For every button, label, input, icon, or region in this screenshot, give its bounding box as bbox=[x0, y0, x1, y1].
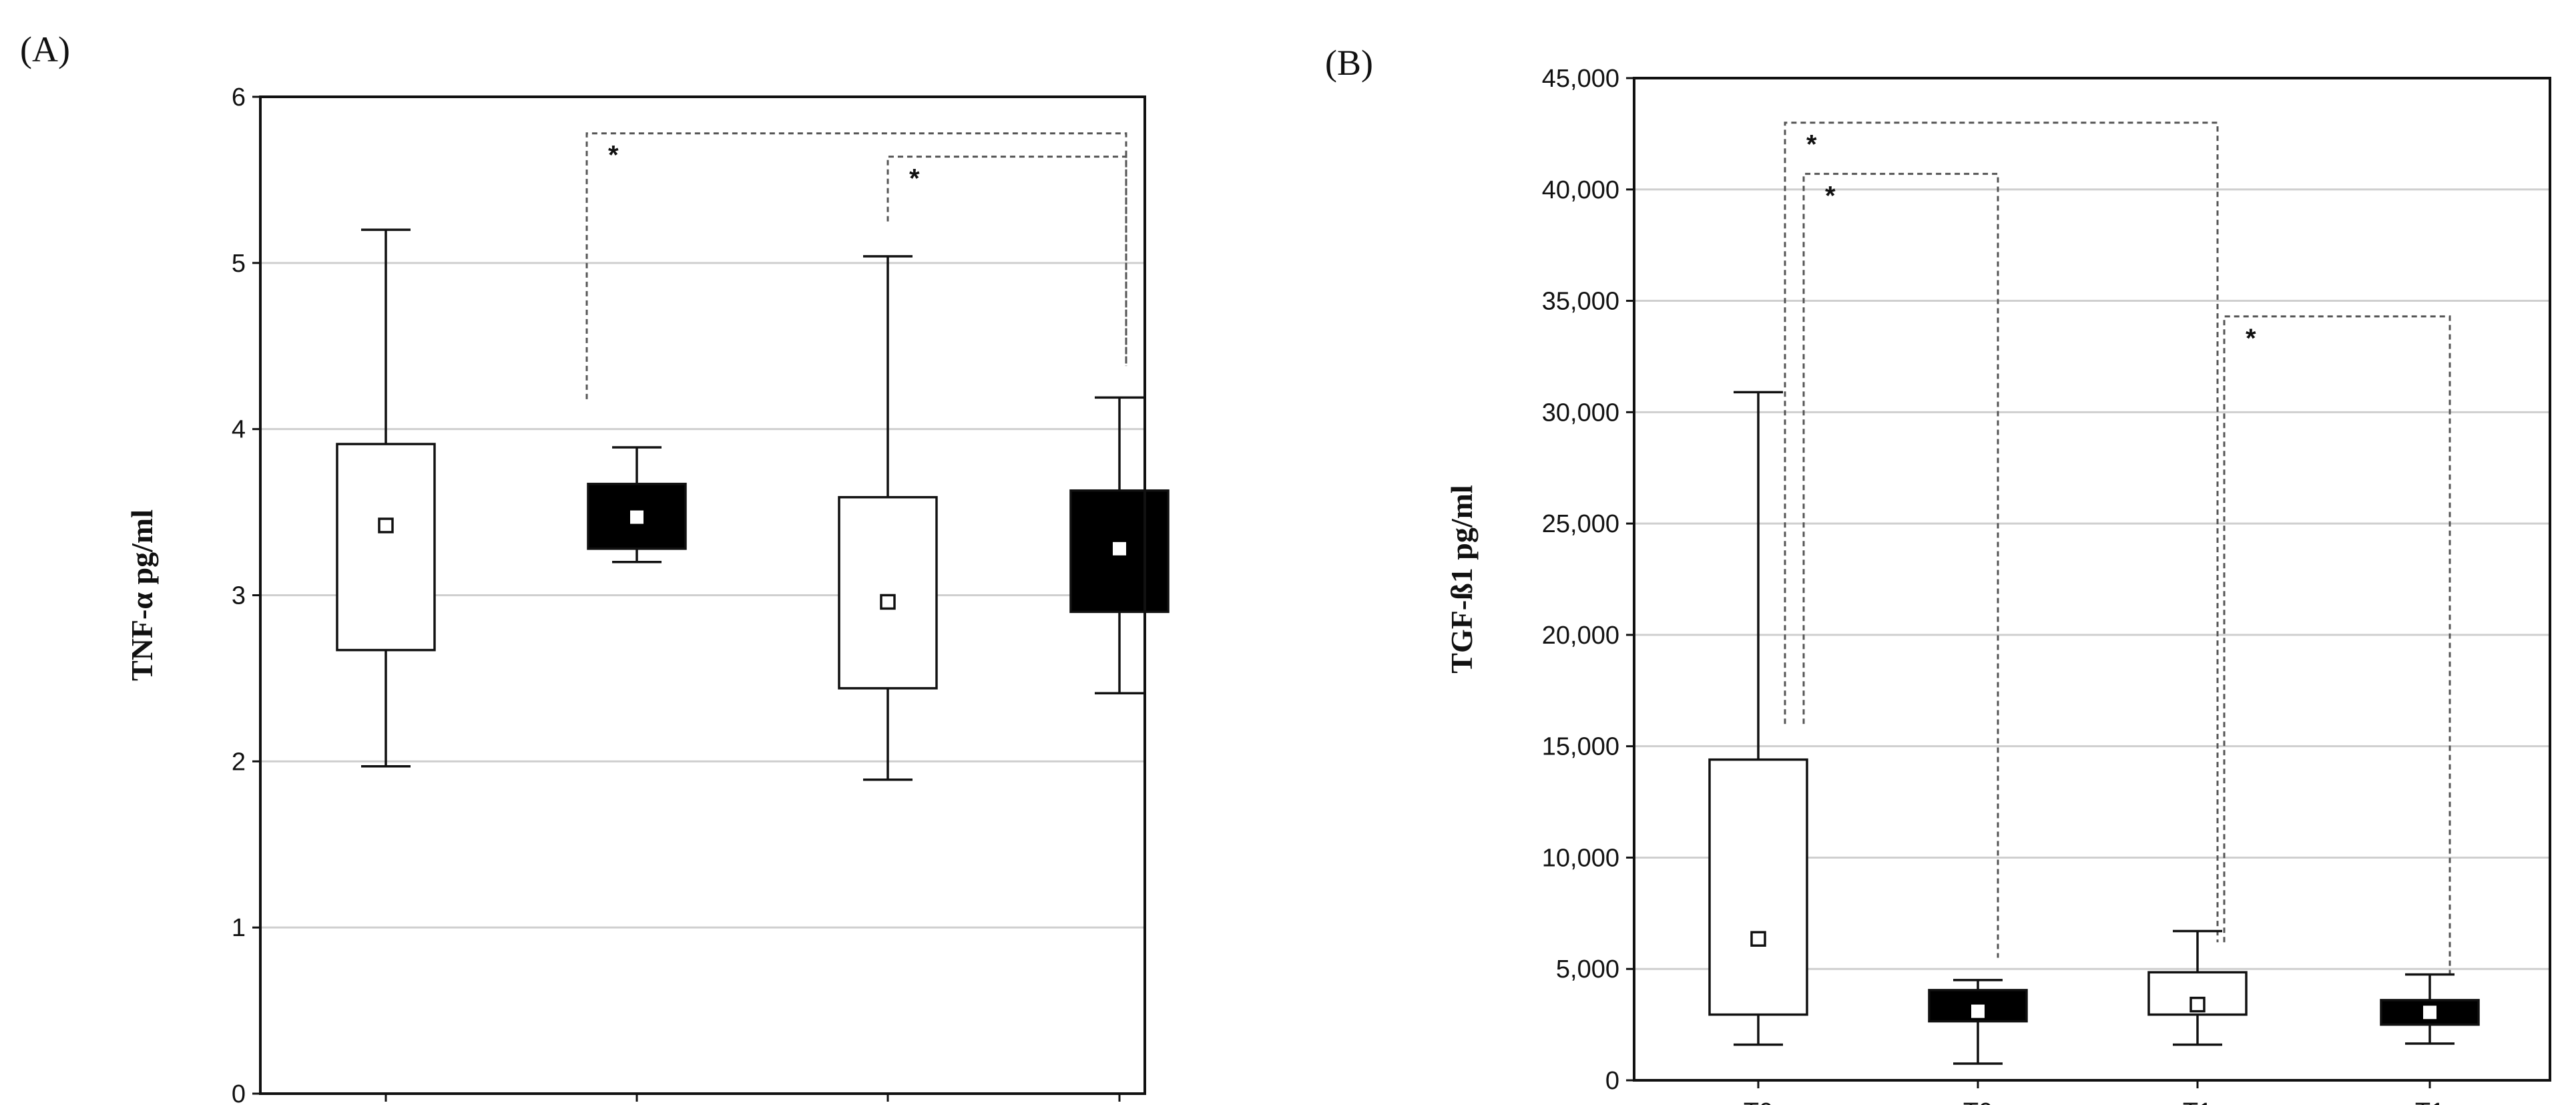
b-box bbox=[1708, 758, 1808, 1016]
a-ytick-label: 1 bbox=[232, 914, 246, 942]
b-significance-star: * bbox=[1806, 130, 1817, 160]
b-plot-frame bbox=[1633, 77, 2551, 1082]
a-ytick-label: 0 bbox=[232, 1080, 246, 1105]
a-ytick-label: 6 bbox=[232, 83, 246, 112]
b-ytick-label: 35,000 bbox=[1542, 288, 1619, 316]
a-ytick-label: 3 bbox=[232, 582, 246, 610]
a-significance-bracket bbox=[886, 156, 1127, 367]
chart-b-tgf-beta1: 0 5,000 10,000 15,000 20,000 25,000 30,000 35,0… bbox=[1445, 65, 2551, 1105]
b-significance-bracket bbox=[1784, 122, 2219, 943]
a-mean-marker bbox=[378, 517, 394, 533]
b-ytick-label: 0 bbox=[1605, 1067, 1619, 1095]
b-ytick-label: 10,000 bbox=[1542, 844, 1619, 872]
b-ytick-label: 20,000 bbox=[1542, 622, 1619, 650]
b-significance-star: * bbox=[1825, 181, 1836, 210]
b-mean-marker bbox=[1750, 931, 1766, 947]
panel-b-label: (B) bbox=[1325, 43, 1373, 83]
a-mean-marker bbox=[880, 594, 896, 610]
b-ytick-label: 25,000 bbox=[1542, 510, 1619, 538]
b-ytick-label: 40,000 bbox=[1542, 176, 1619, 204]
b-ytick-label: 30,000 bbox=[1542, 399, 1619, 427]
a-ytick-label: 4 bbox=[232, 416, 246, 444]
b-ytick-label: 15,000 bbox=[1542, 733, 1619, 761]
a-y-axis-label: TNF-α pg/ml bbox=[125, 509, 159, 681]
a-ytick-label: 2 bbox=[232, 748, 246, 776]
a-significance-bracket bbox=[585, 132, 1127, 399]
b-mean-marker bbox=[2423, 1006, 2436, 1020]
a-box bbox=[336, 443, 436, 652]
panel-a-label: (A) bbox=[20, 29, 70, 69]
b-mean-marker bbox=[2189, 996, 2206, 1013]
a-mean-marker bbox=[630, 510, 643, 524]
b-ytick-label: 45,000 bbox=[1542, 65, 1619, 93]
a-box bbox=[587, 483, 687, 550]
a-significance-star: * bbox=[909, 164, 920, 194]
b-category-label: T1 bbox=[2183, 1098, 2212, 1105]
a-box bbox=[838, 495, 938, 690]
a-plot-frame bbox=[259, 95, 1146, 1095]
a-mean-marker bbox=[1113, 541, 1126, 556]
b-significance-star: * bbox=[2246, 324, 2256, 353]
a-ytick-label: 5 bbox=[232, 250, 246, 278]
b-box bbox=[1928, 989, 2028, 1023]
b-ytick-label: 5,000 bbox=[1556, 955, 1619, 983]
b-significance-bracket bbox=[2223, 315, 2451, 973]
b-category-label: T0 bbox=[1963, 1098, 1993, 1105]
a-significance-star: * bbox=[608, 141, 619, 170]
b-mean-marker bbox=[1971, 1004, 1985, 1018]
b-y-axis-label: TGF-ß1 pg/ml bbox=[1445, 485, 1479, 673]
b-category-label: T0 bbox=[1744, 1098, 1773, 1105]
b-category-label: T1 bbox=[2415, 1098, 2444, 1105]
b-significance-bracket bbox=[1802, 172, 1999, 958]
